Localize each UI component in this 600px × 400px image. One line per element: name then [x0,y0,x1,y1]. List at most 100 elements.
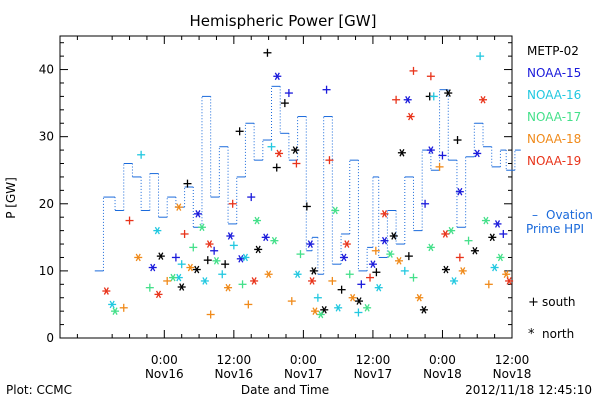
north-marker [275,149,284,158]
x-tick-date-label: Nov18 [493,367,532,381]
north-marker [496,253,505,262]
north-marker [254,245,263,254]
south-marker [287,297,296,306]
north-marker [368,260,377,268]
south-marker [244,300,253,309]
y-tick-label: 10 [39,264,54,278]
marker-stroke [489,233,495,242]
marker-stroke [376,283,382,292]
marker-stroke [112,307,118,315]
north-marker [320,306,329,314]
north-marker [169,273,177,282]
north-marker [505,277,514,285]
legend-entry-noaa-18: NOAA-18 [527,132,581,146]
south-marker [429,92,438,101]
north-marker [441,265,450,274]
marker-stroke [251,277,257,285]
south-marker [435,162,444,171]
marker-stroke [194,265,200,274]
south-marker [409,66,418,75]
x-axis-label: Date and Time [241,383,329,397]
marker-stroke [176,273,182,282]
x-tick-date-label: Nov17 [354,367,393,381]
legend-entry-noaa-19: NOAA-19 [527,154,581,168]
marker-stroke [307,240,313,248]
marker-stroke [483,216,489,225]
south-marker [203,256,212,265]
north-marker [174,203,183,211]
marker-stroke [341,253,347,262]
north-marker [488,233,497,242]
south-marker [263,48,272,57]
north-marker [363,303,372,312]
south-marker [163,276,172,285]
marker-stroke [170,273,176,282]
marker-stroke [421,306,427,314]
north-marker [241,253,250,262]
marker-stroke [195,210,201,218]
marker-stroke [474,149,480,158]
south-marker [400,266,409,275]
north-marker [261,233,270,242]
x-tick-time-label: 12:00 [495,353,530,367]
south-marker [238,280,247,289]
marker-stroke [150,263,156,272]
north-marker [236,255,245,263]
north-marker [226,232,235,240]
north-marker [177,283,186,291]
chart-title: Hemispheric Power [GW] [190,12,377,30]
marker-stroke [227,232,233,240]
data-points [102,48,514,319]
x-tick-time-label: 12:00 [356,353,391,367]
south-marker [189,243,198,252]
marker-stroke [335,303,341,312]
north-marker [334,303,343,312]
north-marker [134,253,143,262]
north-marker [273,72,282,81]
plot-border [59,35,513,339]
north-marker [192,265,201,274]
marker-stroke [370,260,376,268]
marker-stroke [238,255,244,263]
south-marker [392,95,401,104]
marker-stroke [155,290,162,299]
south-marker [464,236,473,245]
marker-stroke [109,300,115,309]
north-marker [493,220,502,228]
south-marker [366,273,375,282]
marker-stroke [396,257,402,265]
north-marker [406,112,415,121]
marker-stroke [497,253,503,262]
y-tick-label: 40 [39,63,54,77]
south-marker [409,273,418,282]
marker-stroke [492,263,498,272]
marker-stroke [428,243,434,252]
x-tick-date-label: Nov18 [423,367,462,381]
marker-stroke [202,277,208,285]
marker-stroke [274,72,280,81]
north-marker [291,146,300,154]
marker-stroke [176,203,182,211]
marker-stroke [318,310,324,319]
south-marker [438,151,447,160]
south-marker [228,199,237,208]
y-axis-label: P [GW] [4,177,18,219]
x-tick-time-label: 12:00 [217,353,252,367]
south-marker [145,283,154,292]
marker-stroke [408,112,414,121]
marker-stroke [292,146,298,154]
x-tick-time-label: 0:00 [290,353,317,367]
x-tick-date-label: Nov16 [145,367,184,381]
north-marker [108,300,117,309]
marker-stroke [213,257,220,265]
north-marker [156,252,165,260]
north-marker [403,95,412,104]
north-marker [426,243,435,252]
north-marker [502,270,511,279]
marker-legend-symbol-south: + [528,295,539,310]
north-marker [148,263,157,272]
ovation-legend-line2: Prime HPI [526,222,584,236]
north-marker [111,307,120,315]
legend-entry-noaa-16: NOAA-16 [527,88,581,102]
ovation-legend-dash: – [532,208,538,222]
